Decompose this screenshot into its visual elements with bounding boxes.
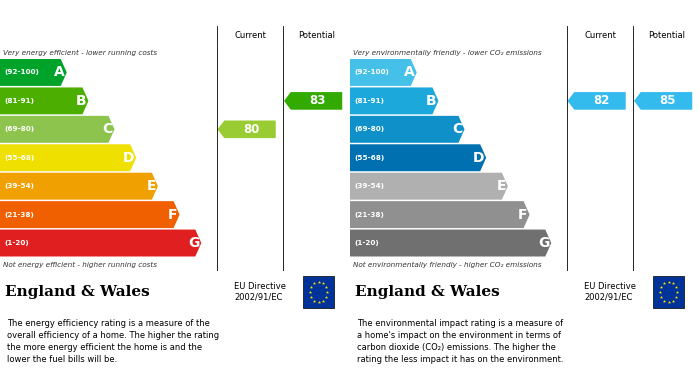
Text: (69-80): (69-80) xyxy=(4,126,34,132)
Text: Energy Efficiency Rating: Energy Efficiency Rating xyxy=(6,8,158,18)
Text: The energy efficiency rating is a measure of the
overall efficiency of a home. T: The energy efficiency rating is a measur… xyxy=(7,319,219,364)
Text: (21-38): (21-38) xyxy=(354,212,384,218)
Polygon shape xyxy=(350,173,508,200)
Text: 83: 83 xyxy=(309,94,326,108)
Text: (92-100): (92-100) xyxy=(354,70,389,75)
Polygon shape xyxy=(0,116,115,143)
Text: (81-91): (81-91) xyxy=(4,98,34,104)
Text: Very environmentally friendly - lower CO₂ emissions: Very environmentally friendly - lower CO… xyxy=(353,49,542,56)
Text: D: D xyxy=(122,151,134,165)
Text: B: B xyxy=(76,94,87,108)
Text: (55-68): (55-68) xyxy=(354,155,384,161)
Polygon shape xyxy=(350,88,438,114)
Text: (81-91): (81-91) xyxy=(354,98,384,104)
Polygon shape xyxy=(218,120,276,138)
Text: Current: Current xyxy=(584,32,616,41)
Text: EU Directive
2002/91/EC: EU Directive 2002/91/EC xyxy=(234,282,286,302)
Bar xyxy=(652,276,685,308)
Text: Current: Current xyxy=(234,32,266,41)
Polygon shape xyxy=(350,230,552,256)
Text: C: C xyxy=(102,122,113,136)
Text: A: A xyxy=(54,65,65,79)
Text: D: D xyxy=(473,151,484,165)
Text: 82: 82 xyxy=(593,94,609,108)
Text: 85: 85 xyxy=(659,94,676,108)
Polygon shape xyxy=(350,59,416,86)
Polygon shape xyxy=(0,201,180,228)
Text: B: B xyxy=(426,94,437,108)
Polygon shape xyxy=(350,116,465,143)
Text: A: A xyxy=(404,65,415,79)
Text: (1-20): (1-20) xyxy=(354,240,379,246)
Text: 80: 80 xyxy=(243,123,259,136)
Text: (39-54): (39-54) xyxy=(4,183,34,189)
Text: G: G xyxy=(188,236,200,250)
Text: England & Wales: England & Wales xyxy=(5,285,150,299)
Text: EU Directive
2002/91/EC: EU Directive 2002/91/EC xyxy=(584,282,636,302)
Text: E: E xyxy=(146,179,156,193)
Polygon shape xyxy=(0,144,136,171)
Text: Not environmentally friendly - higher CO₂ emissions: Not environmentally friendly - higher CO… xyxy=(353,262,542,267)
Text: F: F xyxy=(518,208,528,222)
Text: Not energy efficient - higher running costs: Not energy efficient - higher running co… xyxy=(3,262,157,267)
Text: (39-54): (39-54) xyxy=(354,183,384,189)
Text: England & Wales: England & Wales xyxy=(355,285,500,299)
Polygon shape xyxy=(284,92,342,110)
Text: G: G xyxy=(538,236,550,250)
Text: The environmental impact rating is a measure of
a home's impact on the environme: The environmental impact rating is a mea… xyxy=(357,319,564,364)
Text: (55-68): (55-68) xyxy=(4,155,34,161)
Text: Potential: Potential xyxy=(298,32,335,41)
Polygon shape xyxy=(0,88,88,114)
Bar xyxy=(302,276,335,308)
Text: (92-100): (92-100) xyxy=(4,70,39,75)
Text: (69-80): (69-80) xyxy=(354,126,384,132)
Polygon shape xyxy=(0,230,202,256)
Text: E: E xyxy=(496,179,506,193)
Polygon shape xyxy=(350,144,486,171)
Text: Very energy efficient - lower running costs: Very energy efficient - lower running co… xyxy=(3,49,157,56)
Text: (1-20): (1-20) xyxy=(4,240,29,246)
Polygon shape xyxy=(634,92,692,110)
Text: (21-38): (21-38) xyxy=(4,212,34,218)
Text: F: F xyxy=(168,208,178,222)
Text: Environmental Impact (CO₂) Rating: Environmental Impact (CO₂) Rating xyxy=(355,8,574,18)
Polygon shape xyxy=(0,59,66,86)
Polygon shape xyxy=(568,92,626,110)
Polygon shape xyxy=(350,201,530,228)
Polygon shape xyxy=(0,173,158,200)
Text: C: C xyxy=(452,122,463,136)
Text: Potential: Potential xyxy=(648,32,685,41)
